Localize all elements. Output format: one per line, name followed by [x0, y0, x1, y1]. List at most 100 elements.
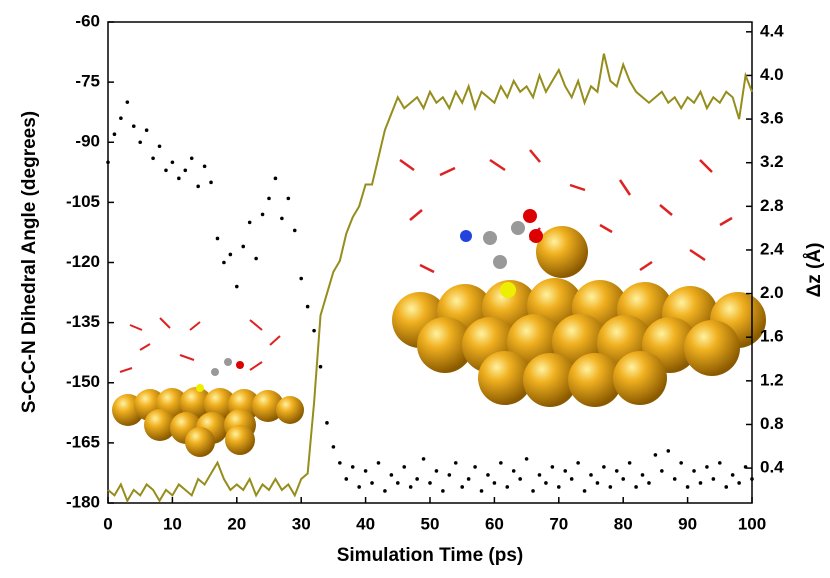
data-line: [107, 53, 753, 504]
data-point: [260, 212, 265, 217]
y-axis-label: S-C-C-N Dihedral Angle (degrees): [19, 111, 40, 413]
data-point: [421, 457, 426, 461]
data-point: [685, 485, 690, 489]
y2-tick-label: 4.4: [760, 21, 784, 40]
data-point: [447, 473, 452, 477]
data-point: [634, 485, 638, 489]
data-point: [280, 216, 284, 221]
data-point: [743, 465, 748, 469]
x-tick-label: 0: [103, 514, 112, 533]
data-point: [679, 461, 683, 465]
data-point: [273, 176, 278, 181]
y-tick-label: -165: [66, 432, 100, 451]
data-point: [331, 445, 336, 449]
data-point: [202, 164, 207, 169]
data-point: [106, 160, 110, 165]
data-point: [267, 196, 271, 201]
y2-tick-label: 2.4: [760, 239, 784, 258]
data-point: [589, 473, 593, 477]
y-tick-label: -90: [75, 132, 100, 151]
data-point: [350, 465, 355, 469]
y2-tick-label: 0.4: [760, 458, 784, 477]
data-point: [183, 168, 188, 173]
data-point: [357, 485, 361, 489]
y2-tick-label: 4.0: [760, 65, 784, 84]
data-point: [209, 180, 213, 185]
x-tick-label: 10: [163, 514, 182, 533]
data-point: [563, 469, 568, 473]
x-tick-label: 90: [678, 514, 697, 533]
data-point: [705, 465, 709, 469]
x-tick-label: 70: [549, 514, 568, 533]
data-point: [338, 461, 342, 465]
data-point: [730, 473, 735, 477]
data-point: [228, 252, 233, 257]
data-point: [119, 116, 123, 120]
data-point: [441, 489, 445, 493]
data-point: [544, 481, 548, 485]
y-tick-label: -105: [66, 192, 100, 211]
data-point: [157, 144, 162, 149]
data-point: [383, 489, 387, 493]
data-point: [492, 481, 497, 485]
y-tick-label: -150: [66, 372, 100, 391]
data-point: [692, 469, 696, 473]
data-point: [402, 465, 407, 469]
data-point: [312, 328, 316, 333]
y-tick-label: -180: [66, 492, 100, 511]
data-point: [653, 453, 658, 457]
data-point: [428, 481, 432, 485]
data-point: [660, 469, 664, 473]
y2-tick-label: 2.0: [760, 283, 784, 302]
data-point: [518, 477, 522, 481]
data-point: [698, 481, 703, 485]
data-point: [125, 100, 130, 104]
data-point: [473, 465, 477, 469]
data-point: [550, 465, 555, 469]
data-point: [466, 477, 471, 481]
data-point: [389, 473, 394, 477]
y2-tick-label: 3.6: [760, 109, 784, 128]
y2-tick-label: 2.8: [760, 196, 784, 215]
data-point: [144, 128, 149, 133]
data-point: [453, 461, 458, 465]
data-point: [505, 485, 510, 489]
data-point: [750, 477, 754, 481]
inset-left: [112, 317, 304, 457]
x-tick-label: 80: [614, 514, 633, 533]
data-point: [131, 124, 136, 129]
x-tick-label: 60: [485, 514, 504, 533]
y2-tick-label: 1.6: [760, 327, 784, 346]
data-point: [640, 473, 645, 477]
data-point: [460, 485, 465, 489]
data-point: [479, 489, 484, 493]
data-point: [569, 477, 574, 481]
y-tick-label: -60: [75, 11, 100, 30]
y2-tick-label: 0.8: [760, 414, 784, 433]
data-point: [196, 184, 200, 189]
data-point: [415, 477, 419, 481]
data-point: [254, 256, 258, 261]
data-point: [486, 473, 490, 477]
y2-tick-label: 3.2: [760, 152, 784, 171]
data-point: [531, 489, 535, 493]
data-point: [614, 469, 619, 473]
data-point: [215, 236, 220, 241]
data-point: [286, 196, 291, 201]
data-point: [621, 477, 625, 481]
data-point: [370, 481, 374, 485]
data-point: [672, 477, 677, 481]
data-point: [537, 473, 542, 477]
data-point: [292, 228, 297, 233]
data-point: [408, 485, 413, 489]
data-point: [235, 284, 239, 289]
x-axis-label: Simulation Time (ps): [337, 545, 524, 566]
y2-tick-label: 1.2: [760, 370, 784, 389]
data-point: [344, 477, 349, 481]
data-point: [511, 469, 516, 473]
x-tick-label: 100: [738, 514, 766, 533]
data-point: [524, 457, 529, 461]
data-point: [112, 132, 117, 137]
data-point: [170, 160, 175, 165]
